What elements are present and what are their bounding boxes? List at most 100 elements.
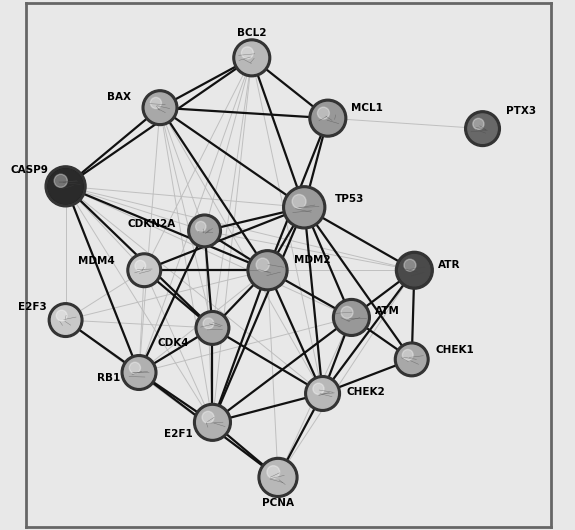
- Circle shape: [310, 381, 335, 405]
- Circle shape: [344, 311, 355, 322]
- Circle shape: [401, 348, 422, 369]
- Circle shape: [319, 391, 322, 393]
- Circle shape: [200, 316, 224, 340]
- Circle shape: [267, 467, 287, 487]
- Circle shape: [196, 223, 212, 238]
- Circle shape: [198, 314, 227, 342]
- Text: E2F1: E2F1: [164, 429, 193, 439]
- Circle shape: [53, 174, 76, 197]
- Circle shape: [397, 345, 426, 374]
- Circle shape: [206, 322, 216, 332]
- Circle shape: [398, 254, 430, 286]
- Circle shape: [198, 314, 227, 342]
- Text: MDM4: MDM4: [78, 256, 114, 266]
- Circle shape: [261, 461, 295, 494]
- Circle shape: [407, 355, 413, 362]
- Circle shape: [266, 466, 288, 488]
- Circle shape: [300, 204, 303, 207]
- Circle shape: [199, 225, 208, 235]
- Circle shape: [238, 45, 264, 70]
- Circle shape: [283, 186, 325, 229]
- Circle shape: [291, 195, 316, 219]
- Circle shape: [133, 367, 143, 376]
- Circle shape: [191, 217, 218, 244]
- Circle shape: [409, 357, 411, 359]
- Circle shape: [135, 369, 140, 374]
- Circle shape: [134, 368, 141, 375]
- Circle shape: [346, 312, 354, 320]
- Circle shape: [341, 306, 353, 319]
- Circle shape: [337, 303, 366, 332]
- Circle shape: [196, 222, 206, 232]
- Circle shape: [251, 254, 283, 286]
- Circle shape: [236, 42, 267, 74]
- Circle shape: [244, 50, 257, 64]
- Circle shape: [398, 254, 430, 286]
- Circle shape: [199, 409, 225, 435]
- Circle shape: [272, 472, 280, 480]
- Circle shape: [477, 124, 485, 131]
- Circle shape: [157, 105, 159, 108]
- Circle shape: [56, 177, 73, 194]
- Circle shape: [258, 261, 275, 278]
- Circle shape: [139, 266, 146, 273]
- Circle shape: [311, 382, 333, 404]
- Circle shape: [205, 321, 217, 333]
- Circle shape: [202, 318, 221, 337]
- Circle shape: [201, 411, 222, 432]
- Circle shape: [156, 104, 160, 109]
- Circle shape: [204, 320, 218, 334]
- Circle shape: [54, 174, 67, 188]
- Circle shape: [130, 256, 159, 285]
- Circle shape: [209, 325, 212, 328]
- Circle shape: [316, 106, 339, 129]
- Circle shape: [407, 263, 420, 276]
- Circle shape: [261, 461, 295, 494]
- Circle shape: [317, 107, 329, 119]
- Text: E2F3: E2F3: [18, 302, 47, 312]
- Circle shape: [322, 113, 330, 121]
- Circle shape: [319, 110, 335, 125]
- Circle shape: [292, 195, 306, 208]
- Circle shape: [473, 118, 484, 129]
- Circle shape: [52, 173, 78, 199]
- Circle shape: [140, 267, 145, 271]
- Circle shape: [57, 178, 71, 192]
- Circle shape: [286, 189, 323, 226]
- Circle shape: [405, 352, 416, 365]
- Text: ATM: ATM: [375, 306, 400, 316]
- Circle shape: [134, 260, 153, 279]
- Circle shape: [129, 362, 140, 374]
- Circle shape: [317, 108, 336, 127]
- Circle shape: [49, 170, 81, 202]
- Circle shape: [403, 259, 424, 280]
- Circle shape: [145, 93, 175, 122]
- Circle shape: [396, 251, 433, 289]
- Circle shape: [147, 95, 172, 120]
- Circle shape: [51, 306, 80, 334]
- Circle shape: [51, 172, 79, 200]
- Circle shape: [147, 94, 173, 121]
- Circle shape: [62, 183, 64, 186]
- Circle shape: [323, 114, 328, 119]
- Circle shape: [60, 315, 67, 323]
- Circle shape: [242, 47, 254, 59]
- Circle shape: [132, 258, 156, 282]
- Circle shape: [233, 39, 271, 77]
- Circle shape: [286, 189, 323, 226]
- Circle shape: [313, 384, 330, 401]
- Circle shape: [475, 122, 488, 134]
- Circle shape: [470, 116, 494, 140]
- Circle shape: [299, 202, 305, 209]
- Circle shape: [336, 302, 367, 333]
- Circle shape: [472, 118, 492, 138]
- Circle shape: [313, 103, 342, 132]
- Circle shape: [348, 315, 351, 317]
- Circle shape: [411, 268, 413, 270]
- Circle shape: [313, 383, 324, 394]
- Circle shape: [404, 260, 423, 279]
- Circle shape: [308, 379, 338, 408]
- Circle shape: [150, 98, 169, 117]
- Circle shape: [197, 407, 228, 438]
- Circle shape: [55, 175, 75, 196]
